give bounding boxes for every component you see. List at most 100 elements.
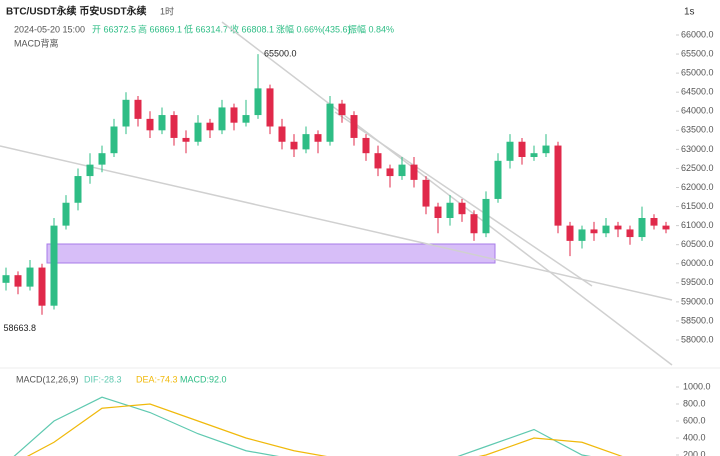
candle-body: [2, 275, 10, 283]
y-tick-label: 61000.0: [681, 220, 714, 230]
candle-body: [302, 134, 310, 150]
amplitude: 振幅 0.84%: [348, 23, 394, 34]
candle-body: [362, 137, 370, 154]
candle-body: [494, 160, 502, 199]
dea-label: DEA:-74.3: [136, 374, 178, 384]
candle-body: [62, 202, 70, 226]
symbol[interactable]: BTC/USDT永续 币安USDT永续: [6, 5, 147, 18]
candle-body: [446, 202, 454, 218]
high-label: 65500.0: [264, 48, 297, 58]
y-tick-label: 1000.0: [683, 381, 711, 391]
candle-body: [218, 107, 226, 131]
candle-body: [86, 164, 94, 177]
y-tick-label: 60000.0: [681, 258, 714, 268]
candle-body: [602, 225, 610, 234]
y-tick-label: 60500.0: [681, 239, 714, 249]
y-tick-label: 600.0: [683, 415, 706, 425]
candle-body: [146, 118, 154, 131]
candle-body: [410, 164, 418, 180]
y-tick-label: 61500.0: [681, 201, 714, 211]
candle-body: [518, 141, 526, 157]
candle-body: [158, 115, 166, 131]
y-tick-label: 400.0: [683, 432, 706, 442]
close: 收 66808.1: [230, 23, 274, 34]
candle-body: [314, 134, 322, 142]
y-tick-label: 63000.0: [681, 144, 714, 154]
candle-body: [590, 229, 598, 234]
candle-body: [542, 145, 550, 154]
candle-body: [638, 218, 646, 238]
y-tick-label: 63500.0: [681, 125, 714, 135]
y-tick-label: 800.0: [683, 398, 706, 408]
zone: [46, 243, 496, 264]
y-tick-label: 200.0: [683, 449, 706, 456]
candle-body: [266, 88, 274, 127]
candle-body: [530, 153, 538, 157]
high: 高 66869.1: [138, 23, 182, 34]
indicator[interactable]: MACD背离: [14, 37, 59, 48]
candle-body: [14, 275, 22, 287]
y-tick-label: 59500.0: [681, 277, 714, 287]
candle-body: [122, 99, 130, 127]
trend-line: [334, 111, 593, 287]
open: 开 66372.5: [92, 24, 136, 34]
candle-body: [422, 179, 430, 207]
candle-body: [482, 198, 490, 234]
y-tick-label: 58000.0: [681, 334, 714, 344]
trend-line: [0, 145, 673, 301]
candle-body: [458, 202, 466, 215]
candle-body: [134, 99, 142, 119]
candle-body: [650, 218, 658, 226]
y-tick-label: 58500.0: [681, 315, 714, 325]
candle-body: [506, 141, 514, 161]
candle-body: [230, 107, 238, 123]
candle-body: [614, 225, 622, 230]
y-tick-label: 64000.0: [681, 106, 714, 116]
candle-body: [470, 214, 478, 234]
candle-body: [662, 225, 670, 230]
trend-line: [221, 21, 673, 366]
candle-body: [26, 267, 34, 287]
interval[interactable]: 1时: [160, 5, 174, 16]
candle-body: [398, 164, 406, 177]
candle-body: [386, 168, 394, 177]
dif-label: DIF:-28.3: [84, 374, 122, 384]
candle-body: [254, 88, 262, 116]
low-label: 58663.8: [3, 323, 36, 333]
y-tick-label: 65500.0: [681, 48, 714, 58]
candle-body: [554, 145, 562, 226]
time: 2024-05-20 15:00: [14, 24, 85, 34]
y-tick-label: 59000.0: [681, 296, 714, 306]
candle-body: [278, 126, 286, 142]
candle-body: [194, 122, 202, 142]
candle-body: [338, 103, 346, 116]
candle-body: [290, 141, 298, 150]
candle-body: [170, 115, 178, 138]
macd-line: [13, 396, 592, 456]
y-tick-label: 65000.0: [681, 68, 714, 78]
candle-body: [326, 103, 334, 142]
candle-body: [374, 153, 382, 169]
macd-label: MACD:92.0: [180, 374, 227, 384]
refresh[interactable]: 1s: [684, 7, 695, 18]
y-tick-label: 62500.0: [681, 163, 714, 173]
y-tick-label: 66000.0: [681, 29, 714, 39]
candle-body: [566, 225, 574, 241]
macd-title: MACD(12,26,9): [16, 374, 79, 384]
y-tick-label: 62000.0: [681, 182, 714, 192]
candle-body: [434, 206, 442, 218]
candle-body: [350, 115, 358, 138]
low: 低 66314.7: [184, 23, 228, 34]
candle-body: [50, 225, 58, 306]
candle-body: [110, 126, 118, 154]
macd-plot: [13, 396, 623, 456]
candle-body: [74, 176, 82, 203]
y-tick-label: 64500.0: [681, 87, 714, 97]
change: 涨幅 0.66%(435.6): [276, 23, 351, 34]
candle-body: [578, 229, 586, 241]
candle-body: [38, 267, 46, 306]
candle-body: [182, 137, 190, 142]
candle-body: [206, 122, 214, 131]
macd-line: [26, 403, 623, 456]
